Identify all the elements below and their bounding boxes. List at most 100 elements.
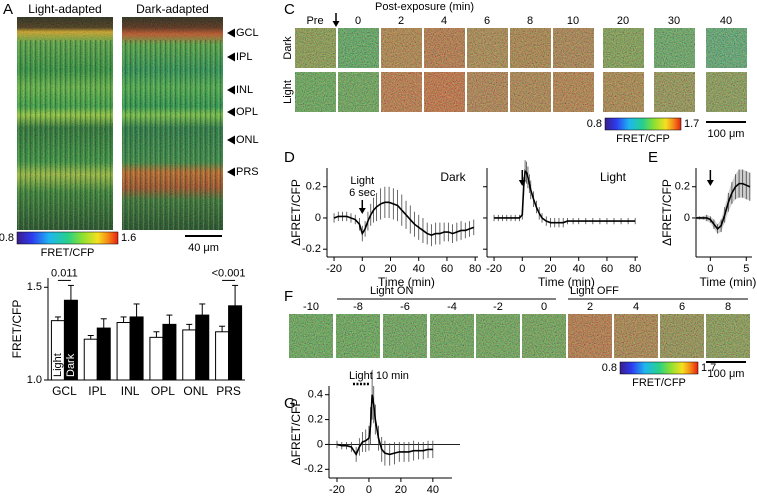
x-tick-label: 40 [573,263,585,275]
y-tick-label: 0.2 [675,181,690,193]
bar [182,329,197,381]
image-grain [383,314,427,358]
panel-label: G [284,395,296,412]
x-axis-label: Time (min) [378,275,435,289]
x-tick-label: GCL [52,384,77,398]
y-tick-label: -0.2 [304,463,323,475]
x-tick-label: 0 [359,263,365,275]
x-tick-label: 60 [601,263,613,275]
bar [215,331,230,381]
colorbar-min: 0.8 [587,118,602,130]
bar [162,323,177,381]
image-grain [381,72,422,112]
x-tick-label: OPL [151,384,175,398]
x-tick-label: 80 [469,263,481,275]
image-grain [553,28,594,68]
y-tick-label: 0.2 [308,413,323,425]
column-label: 2 [587,301,593,313]
image-grain [467,72,508,112]
layer-label: ONL [236,134,259,146]
image-grain [603,72,644,112]
bar [228,305,243,381]
x-tick-label: 20 [544,263,556,275]
annotation: <0.001 [212,267,246,279]
layer-pointer [227,28,235,38]
x-tick-label: -20 [326,263,342,275]
colorbar-max: 1.7 [701,362,716,374]
image-grain [430,314,474,358]
column-label: 4 [633,301,639,313]
column-label: 10 [567,15,579,27]
x-tick-label: ONL [183,384,208,398]
column-label: 0 [355,15,361,27]
colorbar [619,361,699,375]
colorbar-max: 1.6 [121,232,136,244]
bar [149,336,164,381]
image-grain [568,314,612,358]
image-grain [603,28,644,68]
colorbar-label: FRET/CFP [41,247,95,259]
column-label: 4 [441,15,447,27]
y-tick-label: -0.2 [302,243,321,255]
colorbar-max: 1.7 [684,118,699,130]
image-grain [381,28,422,68]
annotation: Light 10 min [349,370,409,382]
y-tick-label: 0.4 [308,389,323,401]
colorbar-label: FRET/CFP [616,133,670,145]
x-tick-label: -20 [486,263,502,275]
panel-label: A [3,1,13,18]
x-tick-label: 40 [427,484,439,496]
layer-pointer [227,107,235,117]
y-tick-label: 1.5 [27,281,42,293]
image-grain [654,28,695,68]
bar [116,322,131,381]
line [333,201,475,236]
y-tick-label: 0 [317,438,323,450]
x-tick-label: IPL [88,384,106,398]
x-tick-label: INL [121,384,140,398]
image-grain [660,314,704,358]
image-grain [338,72,379,112]
column-label: -8 [353,301,363,313]
colorbar [604,117,682,131]
arrow-head [518,180,526,186]
error-band [696,169,750,234]
row-label: Light [282,80,294,104]
y-tick-label: 1.0 [27,374,42,386]
header: Post-exposure (min) [375,1,474,13]
y-tick-label: 0.2 [306,181,321,193]
panel-label: D [284,149,295,166]
scale-bar-label: 40 μm [188,242,219,254]
line [696,182,751,231]
column-label: 8 [725,301,731,313]
colorbar-min: 0.8 [0,232,14,244]
column-label: 8 [527,15,533,27]
panel-label: C [284,1,295,18]
image-grain [289,314,333,358]
legend-label: Dark [65,353,77,377]
scale-bar-label: 100 μm [708,368,745,380]
line [336,394,433,457]
arrow-head [358,208,366,214]
image-grain [295,28,336,68]
image-grain [510,72,551,112]
image-grain [424,28,465,68]
layer-label: PRS [236,166,259,178]
column-label: -2 [493,301,503,313]
image-grain [467,28,508,68]
x-tick-label: 20 [395,484,407,496]
layer-pointer [227,167,235,177]
x-axis-label: Time (min) [538,275,595,289]
x-axis-label: Time (min) [700,275,757,289]
bar [129,316,144,381]
bar [96,327,111,381]
layer-pointer [227,52,235,62]
bar [63,299,78,381]
column-label: 6 [484,15,490,27]
column-label: -10 [303,301,319,313]
image-grain [476,314,520,358]
colorbar-min: 0.8 [602,362,617,374]
chart-title: Dark [440,170,466,184]
retina-grain [122,17,223,230]
arrow-head [706,180,714,186]
